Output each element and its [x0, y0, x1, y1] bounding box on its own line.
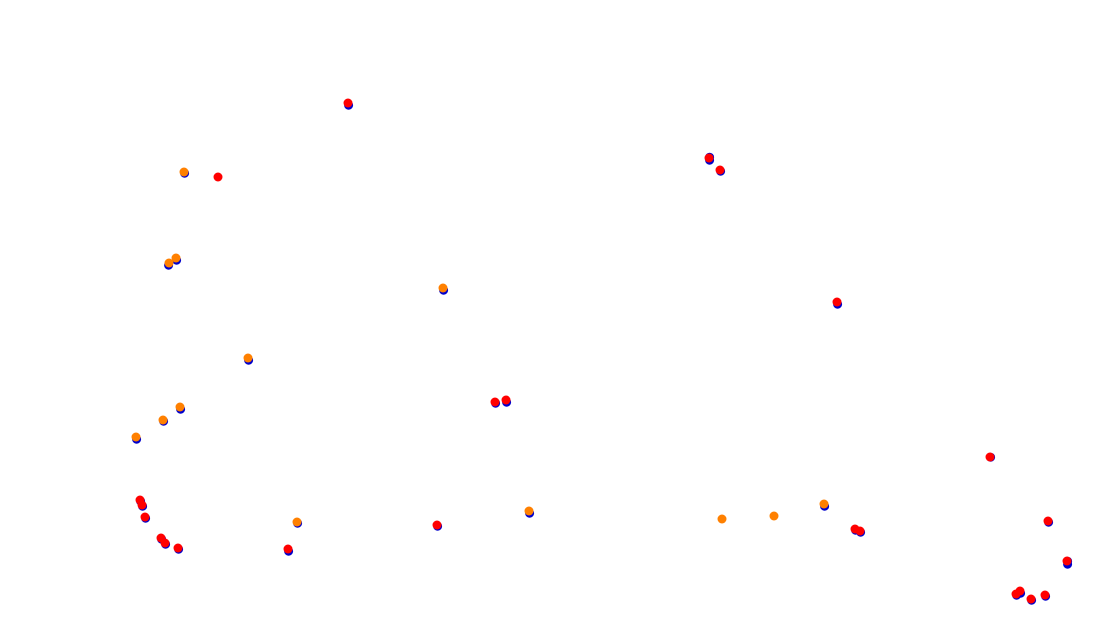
- scatter-point-s2-10: [137, 500, 147, 510]
- series-0: [132, 100, 1073, 605]
- scatter-point-s2-8: [283, 544, 293, 554]
- scatter-point-s1-8: [292, 517, 302, 527]
- scatter-point-s1-10: [717, 514, 727, 524]
- scatter-point-s1-7: [131, 432, 141, 442]
- scatter-point-s2-11: [140, 512, 150, 522]
- scatter-point-s2-21: [1011, 589, 1021, 599]
- scatter-point-s2-3: [715, 165, 725, 175]
- scatter-point-s1-3: [438, 283, 448, 293]
- scatter-point-s2-13: [160, 538, 170, 548]
- scatter-point-s1-0: [179, 167, 189, 177]
- series-layer: [131, 98, 1073, 605]
- scatter-point-s2-17: [985, 452, 995, 462]
- scatter-point-s2-23: [1040, 590, 1050, 600]
- scatter-point-s2-7: [432, 520, 442, 530]
- scatter-point-s2-22: [1026, 594, 1036, 604]
- scatter-point-s2-2: [704, 153, 714, 163]
- scatter-point-s2-6: [501, 395, 511, 405]
- scatter-point-s1-5: [175, 402, 185, 412]
- scatter-point-s1-12: [819, 499, 829, 509]
- series-2: [135, 98, 1072, 604]
- scatter-point-s2-0: [343, 98, 353, 108]
- scatter-point-s2-18: [1043, 516, 1053, 526]
- scatter-point-s1-6: [158, 415, 168, 425]
- scatter-point-s1-9: [524, 506, 534, 516]
- scatter-point-s2-14: [173, 543, 183, 553]
- scatter-point-s1-11: [769, 511, 779, 521]
- scatter-point-s1-2: [164, 258, 174, 268]
- scatter-point-s1-1: [171, 253, 181, 263]
- scatter-point-s2-5: [490, 397, 500, 407]
- scatter-point-s2-1: [213, 172, 223, 182]
- scatter-point-s1-4: [243, 353, 253, 363]
- scatter-point-s2-19: [1062, 556, 1072, 566]
- series-1: [131, 167, 829, 527]
- scatter-point-s2-4: [832, 297, 842, 307]
- scatter-point-s2-16: [855, 526, 865, 536]
